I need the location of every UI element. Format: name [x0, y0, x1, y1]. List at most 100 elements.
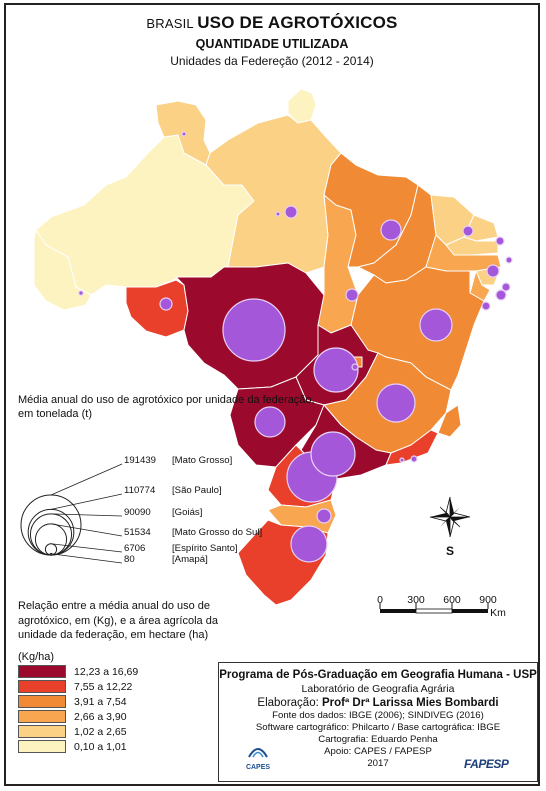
circle-legend-entry: 90090 [Goiás]	[124, 507, 202, 518]
circle-alagoas	[505, 256, 513, 264]
credits-sources: Fonte dos dados: IBGE (2006); SINDIVEG (…	[272, 710, 484, 721]
credits-cartography: Cartografia: Eduardo Penha	[318, 734, 438, 745]
circle-rio-grande-do-norte	[495, 236, 505, 246]
scale-tick-600: 600	[443, 594, 461, 606]
capes-logo-icon	[248, 748, 268, 758]
circle-legend-entry: 110774 [São Paulo]	[124, 485, 222, 496]
circle-amapa	[275, 211, 281, 217]
state-rondonia[interactable]	[125, 279, 189, 338]
scale-tick-0: 0	[377, 594, 383, 606]
state-rio-de-janeiro[interactable]	[385, 429, 439, 466]
author-prefix: Elaboração:	[257, 697, 319, 709]
legend-value: 51534	[124, 527, 151, 538]
circle-pernambuco	[486, 264, 500, 278]
circle-legend-entry: 80 [Amapá]	[124, 554, 208, 565]
title-main: USO DE AGROTÓXICOS	[197, 13, 398, 32]
circle-parana	[310, 431, 356, 477]
legend-class: 1,02 a 2,65	[18, 724, 138, 739]
legend-class: 7,55 a 12,22	[18, 679, 138, 694]
legend-swatch	[18, 680, 66, 693]
brazil-map: S 0 300 600 900 Km	[20, 88, 513, 619]
title-prefix: BRASIL	[146, 16, 194, 31]
circle-mato-grosso-do-sul	[254, 406, 286, 438]
circle-piaui	[345, 288, 359, 302]
capes-logo-text: CAPES	[245, 764, 271, 771]
map-period: Unidades da Federeção (2012 - 2014)	[170, 54, 374, 68]
color-legend-classes: 12,23 a 16,69 7,55 a 12,22 3,91 a 7,54 2…	[18, 664, 138, 754]
legend-state: [São Paulo]	[172, 485, 222, 496]
circle-rio-de-janeiro	[399, 457, 405, 463]
color-legend-title: Relação entre a média anual do uso de ag…	[18, 600, 218, 641]
circle-legend-entry: 6706 [Espírito Santo]	[124, 543, 238, 554]
legend-circle	[49, 552, 53, 556]
state-sergipe[interactable]	[469, 270, 491, 302]
credits-support: Apoio: CAPES / FAPESP	[324, 746, 432, 757]
legend-class-label: 2,66 a 3,90	[74, 710, 127, 723]
legend-leader-line	[50, 493, 123, 510]
circle-mato-grosso	[222, 298, 286, 362]
scale-tick-900: 900	[479, 594, 497, 606]
fapesp-logo: FAPESP	[464, 757, 509, 771]
state-espirito-santo[interactable]	[437, 404, 462, 438]
legend-class-label: 3,91 a 7,54	[74, 695, 127, 708]
title-block: BRASIL USO DE AGROTÓXICOS QUANTIDADE UTI…	[6, 13, 538, 68]
map-title: BRASIL USO DE AGROTÓXICOS	[6, 13, 538, 33]
circle-santa-catarina	[316, 508, 332, 524]
legend-value: 110774	[124, 485, 156, 496]
legend-state: [Goiás]	[172, 507, 203, 518]
legend-value: 191439	[124, 455, 157, 466]
state-amapa[interactable]	[287, 88, 317, 124]
circle-goias	[313, 347, 359, 393]
circle-legend-entry: 191439 [Mato Grosso]	[124, 455, 232, 466]
credits-lab: Laboratório de Geografia Agrária	[301, 683, 455, 695]
legend-swatch	[18, 740, 66, 753]
circle-ceara	[462, 225, 474, 237]
legend-class: 2,66 a 3,90	[18, 709, 138, 724]
map-frame: BRASIL USO DE AGROTÓXICOS QUANTIDADE UTI…	[4, 3, 540, 786]
circle-roraima	[181, 131, 187, 137]
legend-leader-line	[50, 463, 123, 496]
circle-rondonia	[159, 297, 173, 311]
legend-class-label: 12,23 a 16,69	[74, 665, 139, 678]
credits-year: 2017	[367, 758, 389, 769]
scale-tick-300: 300	[407, 594, 425, 606]
circle-paraiba	[501, 282, 511, 292]
circle-amazonas	[78, 290, 84, 296]
legend-value: 6706	[124, 543, 146, 554]
circle-rio-grande-do-sul	[290, 525, 328, 563]
legend-swatch	[18, 710, 66, 723]
legend-class: 12,23 a 16,69	[18, 664, 138, 679]
legend-value: 80	[124, 554, 135, 565]
legend-class-label: 1,02 a 2,65	[74, 725, 127, 738]
legend-leader-line	[50, 553, 123, 564]
circle-minas-gerais	[376, 383, 416, 423]
circle-legend-title: Média anual do uso de agrotóxico por uni…	[18, 394, 315, 420]
state-acre[interactable]	[33, 229, 92, 311]
compass-rose-icon	[429, 496, 471, 538]
legend-class: 0,10 a 1,01	[18, 739, 138, 754]
legend-leader-line	[50, 513, 123, 517]
capes-logo: CAPES	[238, 745, 278, 771]
legend-class: 3,91 a 7,54	[18, 694, 138, 709]
legend-class-label: 0,10 a 1,01	[74, 740, 127, 753]
legend-state: [Mato Grosso do Sul]	[172, 527, 263, 538]
author-name: Profª Drª Larissa Mies Bombardi	[321, 697, 499, 709]
legend-class-label: 7,55 a 12,22	[74, 680, 133, 693]
credits-box: Programa de Pós-Graduação em Geografia H…	[218, 662, 538, 782]
compass-south-label: S	[446, 544, 454, 558]
circle-bahia	[419, 308, 453, 342]
legend-state: [Amapá]	[172, 554, 208, 565]
scale-unit: Km	[490, 607, 506, 619]
fapesp-logo-text: FAPESP	[464, 757, 509, 771]
legend-swatch	[18, 665, 66, 678]
legend-leader-line	[50, 523, 123, 537]
circle-legend-entry: 51534 [Mato Grosso do Sul]	[124, 527, 262, 538]
credits-software: Software cartográfico: Philcarto / Base …	[255, 722, 501, 733]
legend-value: 90090	[124, 507, 151, 518]
scale-bar	[379, 603, 489, 614]
map-subtitle: QUANTIDADE UTILIZADA	[195, 37, 349, 51]
legend-swatch	[18, 725, 66, 738]
credits-author: Elaboração: Profª Drª Larissa Mies Bomba…	[219, 697, 537, 709]
color-legend-unit: (Kg/ha)	[18, 651, 55, 663]
circle-acre	[481, 301, 491, 311]
